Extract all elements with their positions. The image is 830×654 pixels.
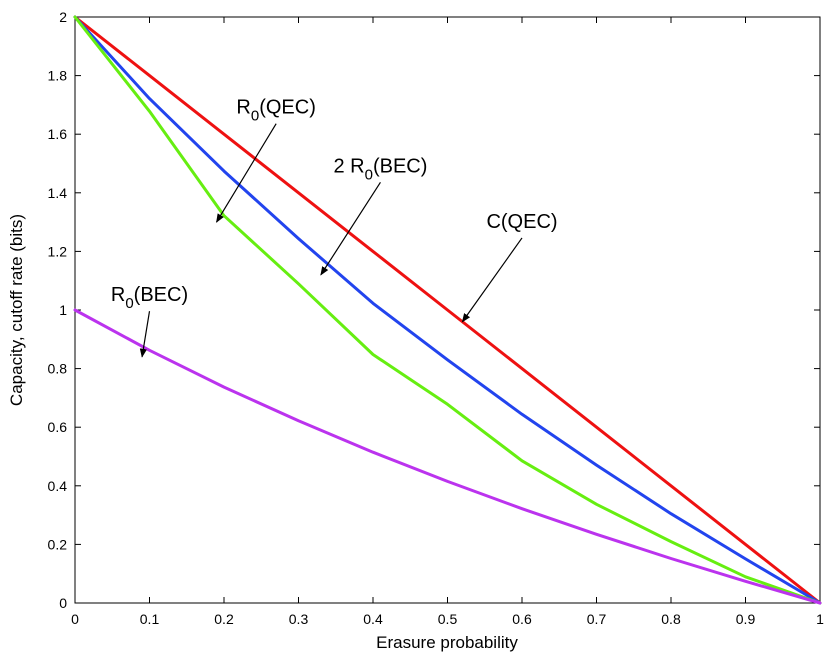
y-tick-label: 1.6 xyxy=(48,126,68,142)
annotation-arrow xyxy=(461,237,523,323)
annotation-label: R0(QEC) xyxy=(236,97,315,125)
y-tick-label: 0 xyxy=(59,595,67,611)
annotation-arrow xyxy=(216,123,277,223)
series-line-r0-bec xyxy=(73,308,822,605)
annotation-2-r0-bec: 2 R0(BEC) xyxy=(320,155,427,276)
y-tick-label: 1.4 xyxy=(48,185,68,201)
annotation-arrow xyxy=(139,311,151,358)
series-line-2-r0-bec xyxy=(73,15,822,605)
x-tick-label: 0 xyxy=(71,611,79,627)
x-tick-label: 0.9 xyxy=(736,611,756,627)
x-tick-label: 0.3 xyxy=(289,611,309,627)
annotation-label: R0(BEC) xyxy=(111,284,188,312)
x-axis-label: Erasure probability xyxy=(376,633,518,652)
x-tick-label: 0.5 xyxy=(438,611,458,627)
annotations-layer: C(QEC) 2 R0(BEC) R0(QEC) R0(BEC) xyxy=(111,97,558,358)
annotation-r0-bec: R0(BEC) xyxy=(111,284,188,358)
series-line-r0-qec xyxy=(73,15,822,605)
y-tick-label: 1.8 xyxy=(48,68,68,84)
axis-ticks: 0 0.1 0.2 0.3 0.4 0.5 0.6 0.7 0.8 0.9 1 0 0.2 0.4 0.6 0… xyxy=(48,9,825,627)
y-tick-label: 2 xyxy=(59,9,67,25)
y-tick-label: 1.2 xyxy=(48,243,68,259)
annotation-arrow xyxy=(320,181,381,276)
y-tick-label: 0.8 xyxy=(48,361,68,377)
annotation-r0-qec: R0(QEC) xyxy=(216,97,316,223)
annotation-label: 2 R0(BEC) xyxy=(333,155,427,183)
x-tick-label: 0.1 xyxy=(140,611,160,627)
annotation-label: C(QEC) xyxy=(486,211,557,233)
y-tick-label: 0.2 xyxy=(48,536,68,552)
y-axis-label: Capacity, cutoff rate (bits) xyxy=(7,214,26,406)
y-tick-label: 1 xyxy=(59,302,67,318)
y-tick-label: 0.4 xyxy=(48,478,68,494)
annotation-c-qec: C(QEC) xyxy=(461,211,558,323)
series-line-c-qec xyxy=(73,15,822,605)
x-tick-label: 0.8 xyxy=(661,611,681,627)
series-layer xyxy=(73,15,822,605)
y-tick-label: 0.6 xyxy=(48,419,68,435)
x-tick-label: 0.2 xyxy=(214,611,234,627)
x-tick-label: 0.4 xyxy=(363,611,383,627)
x-tick-label: 0.6 xyxy=(512,611,532,627)
x-tick-label: 0.7 xyxy=(587,611,607,627)
x-tick-label: 1 xyxy=(816,611,824,627)
